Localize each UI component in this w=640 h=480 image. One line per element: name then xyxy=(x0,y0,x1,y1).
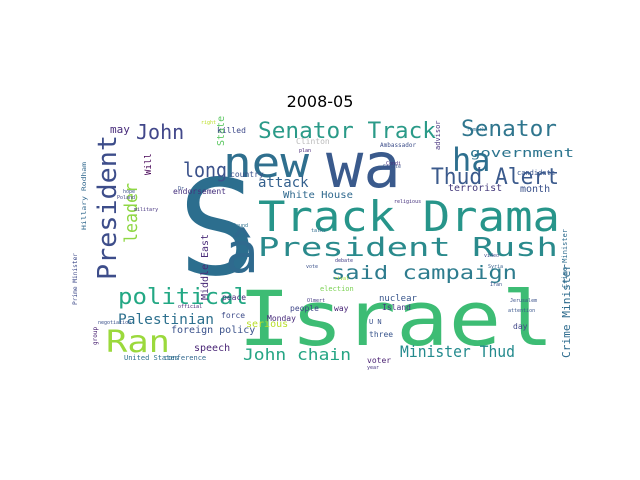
word-track-drama: Track Drama xyxy=(258,192,560,241)
word-olmert: Olmert xyxy=(307,298,325,304)
word-hope: hope xyxy=(123,189,135,195)
word-endorsement: endorsement xyxy=(173,187,226,196)
word-three: three xyxy=(369,330,393,339)
word-talks: talks xyxy=(311,228,326,234)
word-attention: attention xyxy=(508,308,535,314)
word-plan: plan xyxy=(299,148,311,154)
word-military: military xyxy=(134,207,158,213)
chart-title: 2008-05 xyxy=(286,92,354,111)
word-country: country xyxy=(230,170,264,179)
word-crime-minister: Crime Minister xyxy=(560,264,573,358)
word-serious: serious xyxy=(246,319,288,330)
word-way: way xyxy=(334,304,349,313)
word-jerusalem: Jerusalem xyxy=(510,298,537,304)
word-may: may xyxy=(110,123,130,136)
word-nuclear: nuclear xyxy=(379,294,418,304)
word-found: found xyxy=(233,223,248,229)
word-speech: speech xyxy=(194,343,230,354)
word-middle-east: Middle East xyxy=(200,234,211,300)
word-john: John xyxy=(136,120,184,144)
word-condi: Condi xyxy=(386,161,401,167)
word-attack: attack xyxy=(258,175,309,191)
word-year: year xyxy=(367,365,379,371)
word-negotiation: negotiation xyxy=(98,320,131,326)
word-ran: Ran xyxy=(106,325,170,360)
word-john-chain: John chain xyxy=(243,345,351,364)
word-rival: rival xyxy=(334,276,349,282)
word-united-states: United States xyxy=(124,354,179,362)
word-candidate: candidate xyxy=(517,169,555,177)
word-wa: wa xyxy=(326,129,401,202)
word-people: people xyxy=(290,304,319,313)
word-will: Will xyxy=(144,153,154,175)
word-terrorist: terrorist xyxy=(448,183,502,194)
word-ha: ha xyxy=(452,141,491,179)
word-group: group xyxy=(92,327,99,345)
word-government: government xyxy=(470,146,574,160)
word-hillary-rodham: Hillary Rodham xyxy=(81,161,88,230)
word-palestinian: Palestinian xyxy=(118,312,214,328)
word-force: force xyxy=(221,311,245,320)
word-minister-thud: Minister Thud xyxy=(400,342,515,361)
word-political: political xyxy=(118,285,248,310)
word-voter: voter xyxy=(367,356,391,365)
word-s: S xyxy=(178,152,257,306)
word-state: State xyxy=(216,116,227,146)
word-video: video xyxy=(484,253,499,259)
word-advisor: advisor xyxy=(434,120,442,150)
word-senator-track: Senator Track xyxy=(258,119,436,144)
word-israel: Israel xyxy=(238,274,554,363)
word-monday: Monday xyxy=(267,314,296,323)
word-foreign-policy: foreign policy xyxy=(171,325,255,336)
word-month: month xyxy=(520,184,550,195)
word-white-house: White House xyxy=(283,190,353,201)
word-peace: peace xyxy=(222,293,246,302)
word-election: election xyxy=(320,285,354,293)
word-ambassador: Ambassador xyxy=(380,142,417,149)
word-remark: remark xyxy=(467,127,485,133)
word-vote: vote xyxy=(306,264,318,270)
word-dr: Dr xyxy=(178,186,184,192)
word-crime-minister: Crime Minister xyxy=(561,229,569,288)
word-killed: killed xyxy=(217,126,246,135)
word-religious: religious xyxy=(394,199,421,205)
word-debate: debate xyxy=(335,258,353,264)
word-conference: conference xyxy=(164,354,206,362)
word-president-rush: President Rush xyxy=(258,233,558,263)
word-long: long xyxy=(183,158,227,182)
word-new: new xyxy=(223,138,310,187)
word-u-n: U N xyxy=(369,318,382,326)
word-poland: Poland xyxy=(117,195,135,201)
word-island: Island xyxy=(382,303,411,312)
word-thud-alert: Thud Alert xyxy=(431,165,559,190)
word-gaza: Gaza xyxy=(233,233,245,239)
word-said-campaign: said campaign xyxy=(331,262,517,284)
word-leader: leader xyxy=(121,183,142,243)
word-prime-minister: Prime Minister xyxy=(72,253,79,305)
word-senate: Senate xyxy=(383,164,401,170)
word-clinton: Clinton xyxy=(296,137,330,146)
word-syria: Syria xyxy=(488,264,503,270)
word-senator: Senator xyxy=(461,117,557,142)
word-president: President xyxy=(93,135,123,280)
word-day: day xyxy=(513,322,528,331)
word-: â xyxy=(225,221,259,286)
word-right: right xyxy=(201,120,216,126)
word-iran: Iran xyxy=(490,282,502,288)
word-official: official xyxy=(178,304,202,310)
